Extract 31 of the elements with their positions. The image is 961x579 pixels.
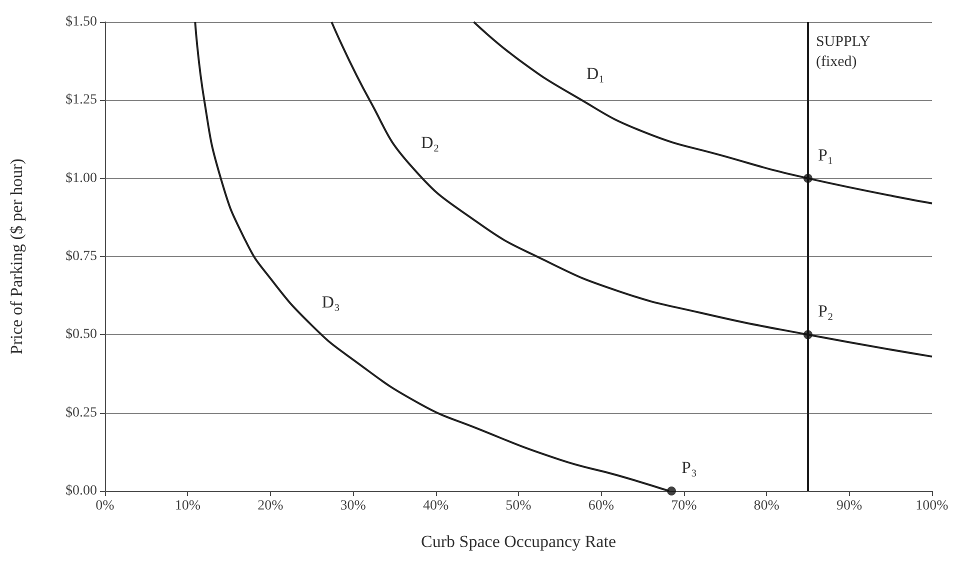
- ref-line-label: SUPPLY (fixed): [816, 34, 870, 70]
- y-axis-title: Price of Parking ($ per hour): [7, 158, 26, 354]
- x-tick-label: 100%: [916, 498, 949, 514]
- annotation: P₁: [818, 145, 834, 164]
- annotation: D₂: [420, 132, 440, 152]
- point: [667, 486, 676, 496]
- y-tick-label: $0.75: [66, 249, 97, 264]
- y-tick-label: $1.25: [66, 92, 97, 108]
- point: [803, 330, 812, 340]
- y-tick-label: $0.25: [66, 405, 97, 420]
- y-tick-label: $1.00: [66, 170, 97, 186]
- x-tick-label: 60%: [588, 498, 614, 514]
- annotation: P₃: [681, 458, 697, 477]
- y-tick-label: $0.50: [66, 327, 97, 342]
- x-tick-label: 70%: [671, 498, 698, 514]
- x-axis-title: Curb Space Occupancy Rate: [421, 532, 616, 551]
- x-tick-label: 80%: [754, 498, 780, 514]
- x-tick-label: 10%: [174, 498, 201, 514]
- x-tick-label: 30%: [340, 498, 366, 514]
- x-tick-label: 40%: [422, 498, 449, 514]
- x-tick-label: 90%: [836, 498, 862, 514]
- y-tick-label: $1.50: [66, 14, 97, 30]
- x-tick-label: 0%: [96, 498, 115, 514]
- y-tick-label: $0.00: [66, 484, 97, 498]
- annotation: P₂: [818, 302, 834, 321]
- annotation: D₁: [586, 64, 605, 84]
- line-series: [472, 21, 933, 204]
- point: [803, 174, 812, 183]
- x-tick-label: 50%: [506, 498, 532, 514]
- x-tick-label: 20%: [258, 498, 284, 514]
- annotation: D₃: [322, 292, 340, 312]
